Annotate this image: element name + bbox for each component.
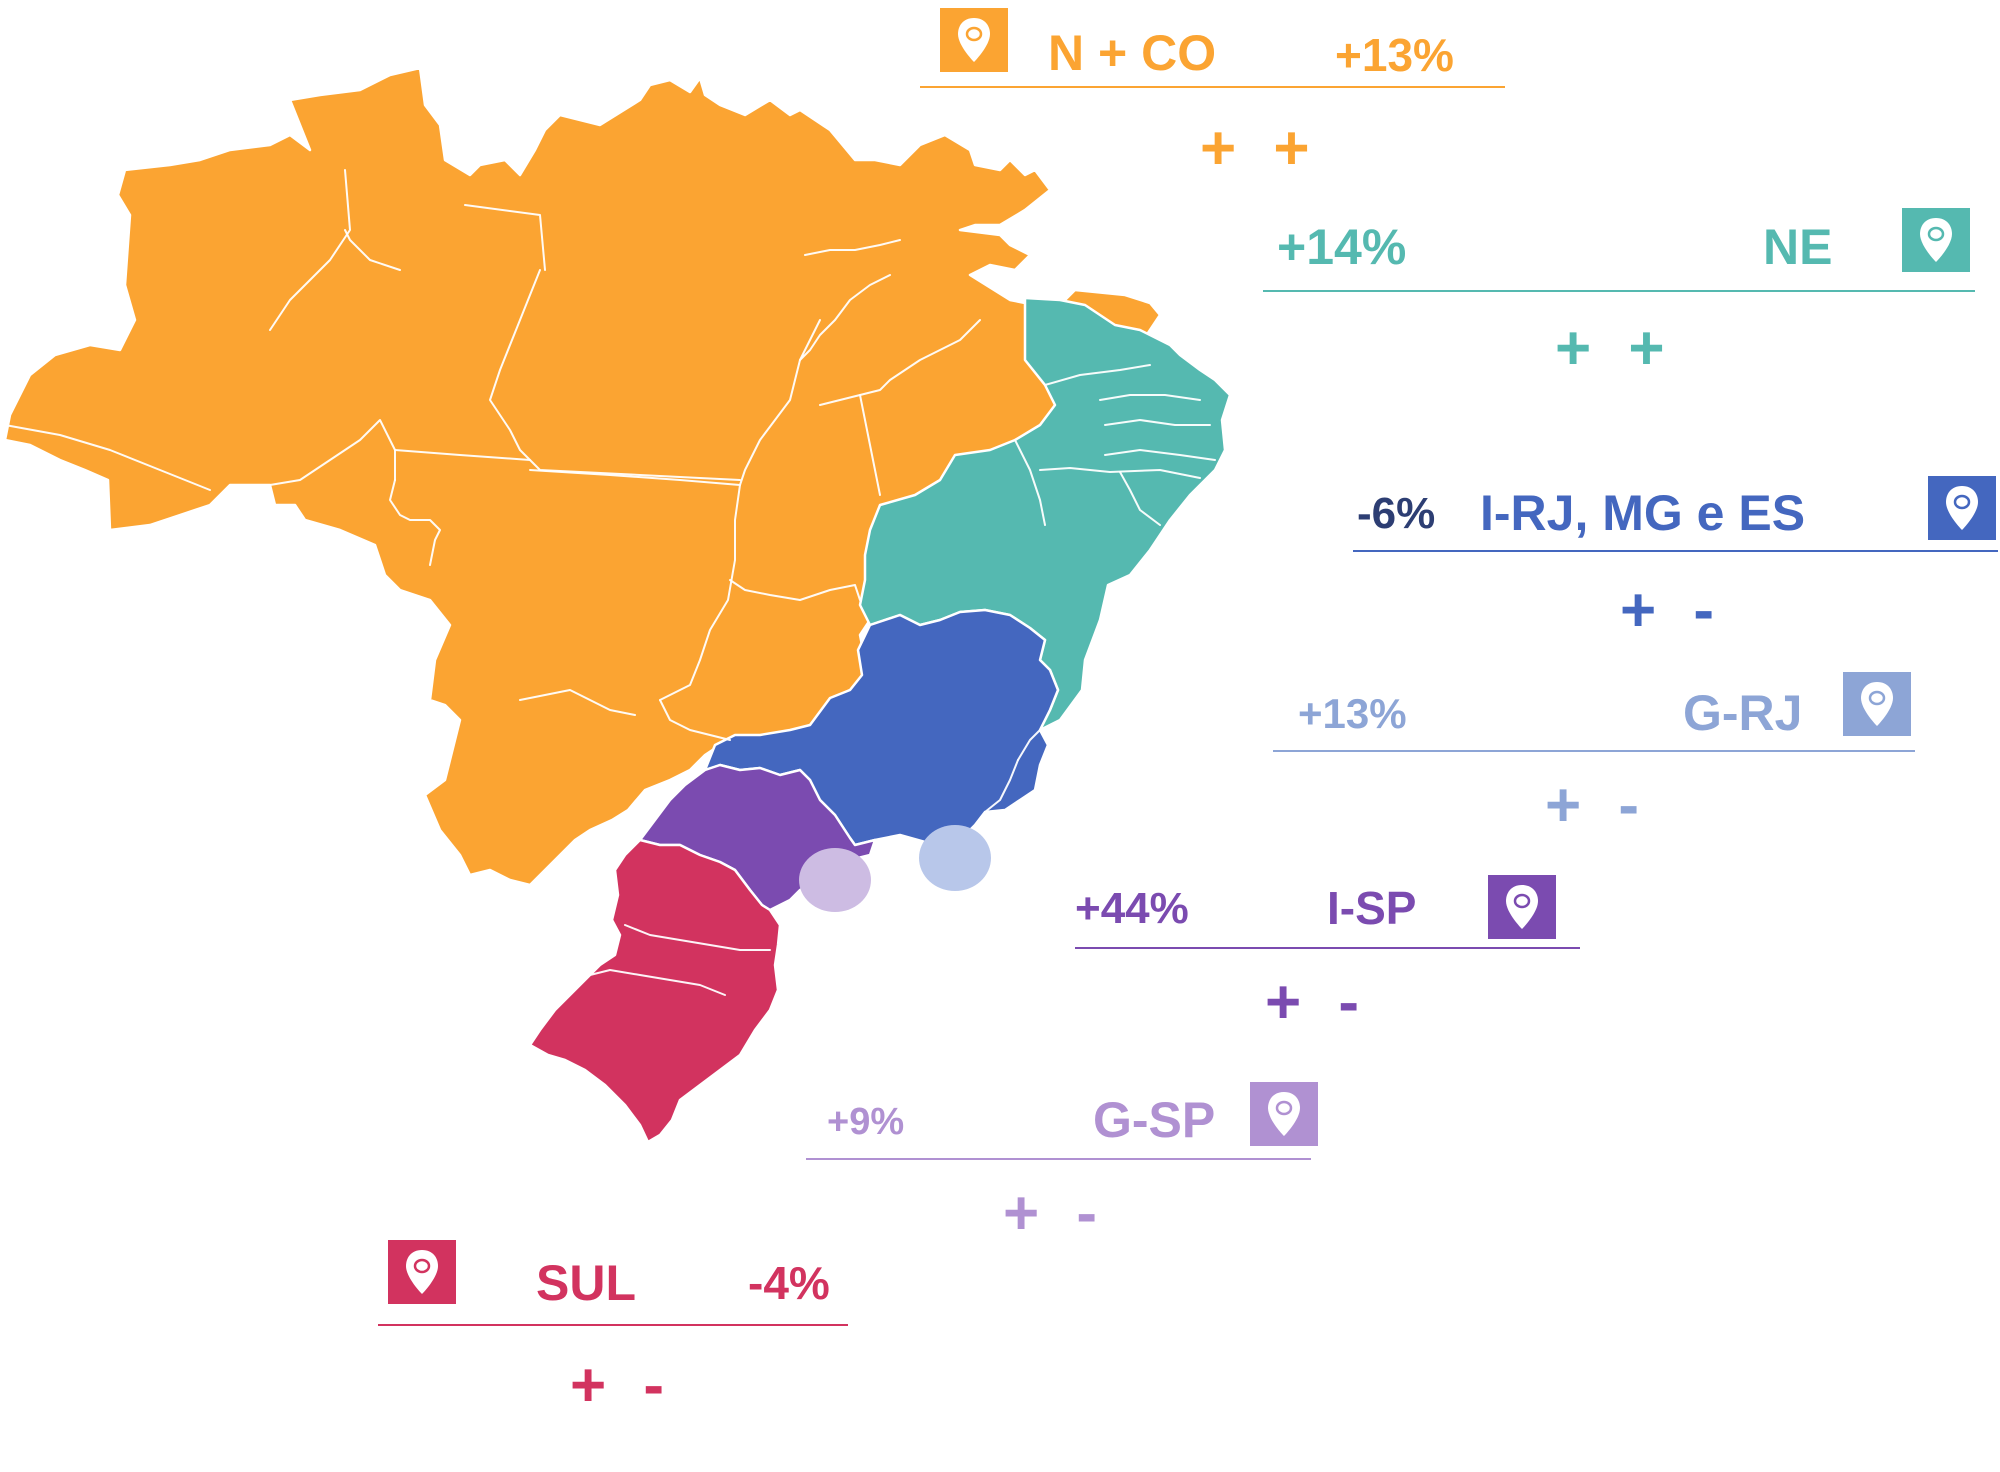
legend-rule bbox=[1075, 947, 1580, 949]
region-signs: + - bbox=[1545, 771, 1650, 840]
g-rj-marker[interactable] bbox=[919, 825, 991, 891]
region-signs: + + bbox=[1555, 314, 1675, 383]
region-change: -6% bbox=[1357, 489, 1436, 538]
region-signs: + - bbox=[1620, 576, 1725, 645]
legend-rule bbox=[1353, 550, 1998, 552]
region-change: +14% bbox=[1277, 219, 1407, 275]
region-change: +9% bbox=[827, 1101, 905, 1143]
region-change: +13% bbox=[1335, 29, 1454, 81]
region-change: +44% bbox=[1075, 884, 1189, 933]
region-signs: + - bbox=[1003, 1179, 1108, 1248]
state-borders bbox=[4, 169, 1216, 996]
legend-rule bbox=[378, 1324, 848, 1326]
region-name: N + CO bbox=[1048, 25, 1217, 81]
region-name: G-SP bbox=[1093, 1092, 1216, 1148]
map-pin-icon bbox=[1928, 476, 1996, 540]
map-pin-icon bbox=[1902, 208, 1970, 272]
map-pin-icon bbox=[1488, 875, 1556, 939]
region-name: I-SP bbox=[1327, 882, 1417, 934]
region-sul[interactable] bbox=[528, 838, 782, 1144]
region-name: G-RJ bbox=[1683, 685, 1803, 741]
region-signs: + - bbox=[1265, 968, 1370, 1037]
map-pin-icon bbox=[1843, 672, 1911, 736]
legend-rule bbox=[806, 1158, 1311, 1160]
region-name: NE bbox=[1763, 219, 1833, 275]
region-name: SUL bbox=[536, 1255, 636, 1311]
legend-rule bbox=[920, 86, 1505, 88]
region-change: -4% bbox=[748, 1257, 830, 1309]
region-signs: + + bbox=[1200, 114, 1320, 183]
region-change: +13% bbox=[1298, 690, 1407, 737]
legend-rule bbox=[1273, 750, 1915, 752]
g-sp-marker[interactable] bbox=[799, 848, 871, 912]
legend-rule bbox=[1263, 290, 1975, 292]
map-pin-icon bbox=[940, 8, 1008, 72]
map-pin-icon bbox=[388, 1240, 456, 1304]
region-name: I-RJ, MG e ES bbox=[1480, 485, 1806, 541]
region-signs: + - bbox=[570, 1351, 675, 1420]
map-pin-icon bbox=[1250, 1082, 1318, 1146]
